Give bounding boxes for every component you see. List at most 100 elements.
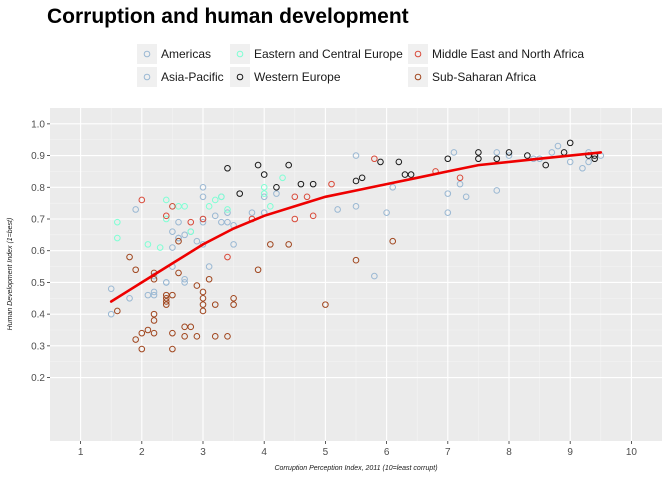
data-point <box>114 307 121 315</box>
trend-line <box>109 151 603 303</box>
y-axis-label: Human Development Index (1=best) <box>7 218 14 331</box>
data-point <box>236 190 244 197</box>
data-point <box>407 171 415 178</box>
legend-item: Middle East and North Africa <box>408 44 584 64</box>
data-point <box>303 193 311 201</box>
data-point <box>401 171 409 178</box>
data-point <box>371 155 378 163</box>
data-point <box>224 218 231 226</box>
data-point <box>175 218 182 226</box>
data-point <box>352 256 360 264</box>
x-tick-label: 6 <box>384 447 390 458</box>
data-point <box>456 174 464 182</box>
data-point <box>162 212 170 220</box>
legend-key <box>137 44 157 64</box>
data-point <box>114 234 121 242</box>
data-point <box>132 336 139 343</box>
data-point <box>285 161 292 169</box>
data-point <box>199 183 207 191</box>
data-point <box>199 294 207 302</box>
data-point <box>132 266 139 274</box>
y-tick-label: 0.8 <box>31 183 45 194</box>
data-point <box>181 275 188 283</box>
data-point <box>144 326 152 334</box>
data-point <box>138 196 146 204</box>
data-point <box>169 228 176 235</box>
legend-symbol <box>236 73 244 81</box>
data-point <box>169 291 176 299</box>
data-point <box>199 288 207 296</box>
data-point <box>462 193 470 201</box>
data-point <box>175 234 182 242</box>
data-point <box>187 228 195 235</box>
data-point <box>138 345 146 353</box>
data-point <box>230 294 237 302</box>
data-point <box>267 241 274 248</box>
data-point <box>505 152 513 159</box>
data-point <box>505 149 513 156</box>
legend-symbol <box>143 50 151 58</box>
series-2 <box>114 174 286 251</box>
data-point <box>162 196 170 204</box>
data-point <box>260 190 268 197</box>
data-point <box>389 183 397 191</box>
legend-symbol <box>143 73 151 81</box>
data-point <box>193 282 201 289</box>
data-point <box>169 345 176 353</box>
data-point <box>144 291 152 299</box>
data-point <box>138 329 146 337</box>
data-point <box>493 149 501 156</box>
data-point <box>187 323 195 331</box>
data-point <box>224 164 231 172</box>
data-point <box>162 291 170 299</box>
legend-key <box>408 44 428 64</box>
data-point <box>199 301 207 308</box>
data-point <box>566 158 574 166</box>
series-5 <box>114 237 397 353</box>
data-point <box>199 193 207 201</box>
x-axis-ticks: 1 2 3 4 5 6 7 8 9 10 <box>78 441 637 458</box>
data-point <box>211 301 219 308</box>
x-tick-label: 3 <box>200 447 206 458</box>
x-axis-label: Corruption Perception Index, 2011 (10=le… <box>274 465 437 472</box>
data-point <box>328 180 335 188</box>
data-point <box>205 263 213 270</box>
legend-item: Sub-Saharan Africa <box>408 67 536 87</box>
legend-key <box>408 67 428 87</box>
data-point <box>162 215 170 223</box>
data-point <box>169 244 176 251</box>
legend-label: Western Europe <box>254 70 341 84</box>
y-tick-label: 0.9 <box>31 151 45 162</box>
legend-item: Eastern and Central Europe <box>230 44 403 64</box>
data-point <box>456 180 464 188</box>
data-point <box>248 209 256 216</box>
data-point <box>309 212 317 220</box>
data-point <box>162 301 170 308</box>
data-point <box>175 269 182 277</box>
data-point <box>383 209 390 216</box>
y-tick-label: 0.5 <box>31 278 45 289</box>
x-tick-label: 7 <box>445 447 451 458</box>
legend-label: Eastern and Central Europe <box>254 47 403 61</box>
data-point <box>169 329 176 337</box>
legend-item: Asia-Pacific <box>137 67 224 87</box>
data-point <box>291 215 299 223</box>
grid <box>50 108 662 441</box>
data-point <box>169 203 176 210</box>
data-point <box>107 285 115 293</box>
legend-label: Middle East and North Africa <box>432 47 584 61</box>
data-point <box>273 190 280 197</box>
data-point <box>181 323 188 331</box>
data-point <box>224 253 231 261</box>
data-point <box>199 307 207 315</box>
legend-label: Americas <box>161 47 211 61</box>
legend-label: Sub-Saharan Africa <box>432 70 536 84</box>
data-point <box>150 317 158 324</box>
data-point <box>156 244 164 251</box>
data-point <box>211 196 219 204</box>
y-tick-label: 0.2 <box>31 373 45 384</box>
data-point <box>218 218 225 226</box>
x-tick-label: 8 <box>506 447 512 458</box>
data-point <box>267 203 274 210</box>
data-point <box>205 275 213 283</box>
